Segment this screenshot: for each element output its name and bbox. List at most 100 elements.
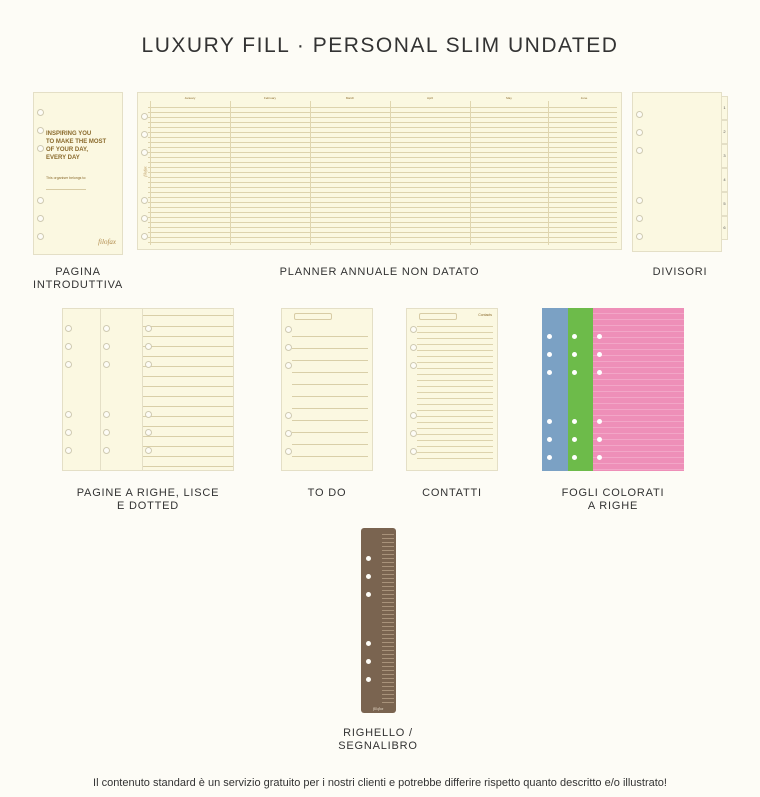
month-label: April xyxy=(426,96,433,100)
ruler-scale xyxy=(382,534,394,705)
punch-hole xyxy=(366,641,371,646)
punch-hole xyxy=(366,574,371,579)
divider-tab: 5 xyxy=(721,192,728,216)
punch-hole xyxy=(285,412,292,419)
punch-hole xyxy=(366,592,371,597)
label-line: PAGINE A RIGHE, LISCE xyxy=(76,487,220,499)
planner-label: PLANNER ANNUALE NON DATATO xyxy=(279,266,480,278)
month-label: February xyxy=(263,96,276,100)
dividers-image xyxy=(632,92,722,252)
punch-hole xyxy=(103,429,110,436)
punch-hole xyxy=(410,344,417,351)
punch-hole xyxy=(285,430,292,437)
plain-page-image xyxy=(62,308,102,471)
punch-hole xyxy=(141,233,148,240)
ruled-page-image xyxy=(142,308,234,471)
month-label: March xyxy=(345,96,355,100)
punch-hole xyxy=(285,344,292,351)
brand-logo: filofax xyxy=(142,166,148,177)
intro-headline: INSPIRING YOU TO MAKE THE MOST OF YOUR D… xyxy=(46,130,106,162)
divider-tab: 6 xyxy=(721,216,728,240)
punch-hole xyxy=(636,215,643,222)
punch-hole xyxy=(636,111,643,118)
pink-sheet-image xyxy=(593,308,684,471)
todo-label: TO DO xyxy=(307,487,347,499)
punch-hole xyxy=(145,447,152,454)
ruler-label: RIGHELLO / SEGNALIBRO xyxy=(318,727,438,753)
colored-holes xyxy=(542,308,684,471)
punch-hole xyxy=(410,430,417,437)
label-line: A RIGHE xyxy=(587,500,639,512)
punch-hole xyxy=(145,411,152,418)
punch-hole xyxy=(145,361,152,368)
headline-line: EVERY DAY xyxy=(46,155,80,161)
punch-hole xyxy=(141,113,148,120)
divider-tab: 2 xyxy=(721,120,728,144)
label-line: PAGINA xyxy=(55,266,101,278)
punch-hole xyxy=(103,361,110,368)
punch-hole xyxy=(547,419,552,424)
punch-hole xyxy=(65,343,72,350)
punch-hole xyxy=(366,677,371,682)
intro-page-image: INSPIRING YOU TO MAKE THE MOST OF YOUR D… xyxy=(33,92,123,255)
dividers-label: DIVISORI xyxy=(652,266,708,278)
punch-hole xyxy=(597,455,602,460)
page-title: LUXURY FILL · PERSONAL SLIM UNDATED xyxy=(141,34,619,57)
punch-hole xyxy=(145,343,152,350)
punch-hole xyxy=(572,370,577,375)
ruled-holes xyxy=(62,308,234,471)
punch-hole xyxy=(285,326,292,333)
contacts-header: Contacts xyxy=(478,313,492,317)
planner-column-divider xyxy=(390,101,391,245)
punch-hole xyxy=(37,197,44,204)
punch-hole xyxy=(597,370,602,375)
punch-hole xyxy=(636,147,643,154)
punch-hole xyxy=(410,412,417,419)
punch-hole xyxy=(597,334,602,339)
punch-hole xyxy=(65,325,72,332)
punch-hole xyxy=(636,197,643,204)
label-line: RIGHELLO / xyxy=(343,727,413,739)
planner-column-divider xyxy=(310,101,311,245)
planner-image: January February March April May June fi… xyxy=(137,92,622,250)
dotted-page-image xyxy=(100,308,144,471)
owner-line xyxy=(46,189,86,190)
label-line: E DOTTED xyxy=(116,500,179,512)
punch-hole xyxy=(37,145,44,152)
blue-sheet-image xyxy=(542,308,569,471)
month-label: June xyxy=(580,96,588,100)
headline-line: INSPIRING YOU xyxy=(46,131,92,137)
punch-hole xyxy=(547,437,552,442)
punch-hole xyxy=(572,437,577,442)
brand-logo: filofax xyxy=(98,238,116,246)
planner-rows xyxy=(148,103,617,245)
punch-hole xyxy=(547,455,552,460)
punch-hole xyxy=(145,429,152,436)
punch-hole xyxy=(103,343,110,350)
punch-hole xyxy=(572,334,577,339)
punch-hole xyxy=(141,149,148,156)
colored-label: FOGLI COLORATI A RIGHE xyxy=(533,487,693,513)
punch-hole xyxy=(572,455,577,460)
punch-hole xyxy=(37,109,44,116)
punch-hole xyxy=(597,437,602,442)
ruler-bookmark-image: filofax xyxy=(361,528,396,713)
punch-hole xyxy=(547,334,552,339)
planner-column-divider xyxy=(470,101,471,245)
todo-lines xyxy=(292,325,368,464)
punch-hole xyxy=(410,362,417,369)
headline-line: TO MAKE THE MOST xyxy=(46,139,107,145)
punch-hole xyxy=(597,419,602,424)
punch-hole xyxy=(103,447,110,454)
planner-column-divider xyxy=(548,101,549,245)
punch-hole xyxy=(145,325,152,332)
punch-hole xyxy=(65,429,72,436)
punch-hole xyxy=(103,411,110,418)
month-label: May xyxy=(506,96,512,100)
planner-column-divider xyxy=(150,101,151,245)
punch-hole xyxy=(65,447,72,454)
punch-hole xyxy=(572,419,577,424)
punch-hole xyxy=(37,233,44,240)
planner-column-divider xyxy=(230,101,231,245)
contacts-page-image: Contacts xyxy=(406,308,498,471)
